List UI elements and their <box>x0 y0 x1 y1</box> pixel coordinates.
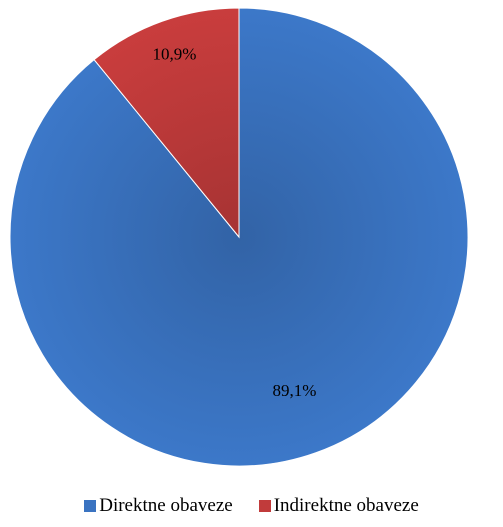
pie-label-indirektne-obaveze: 10,9% <box>152 45 196 64</box>
legend-label-direktne-obaveze: Direktne obaveze <box>99 495 233 516</box>
legend-label-indirektne-obaveze: Indirektne obaveze <box>273 495 419 516</box>
legend-item-indirektne-obaveze: Indirektne obaveze <box>258 495 419 517</box>
pie-slice-labels: 89,1% 10,9% <box>152 45 316 400</box>
pie-slice-indirektne-obaveze <box>93 7 240 239</box>
pie-label-direktne-obaveze: 89,1% <box>272 381 316 400</box>
legend-swatch-direktne-obaveze <box>84 500 97 512</box>
legend-swatch-indirektne-obaveze <box>258 500 271 512</box>
legend-item-direktne-obaveze: Direktne obaveze <box>84 495 233 517</box>
pie-chart-svg: 89,1% 10,9% <box>9 7 469 467</box>
legend: Direktne obaveze Indirektne obaveze <box>0 491 503 521</box>
pie-slices <box>9 7 469 467</box>
